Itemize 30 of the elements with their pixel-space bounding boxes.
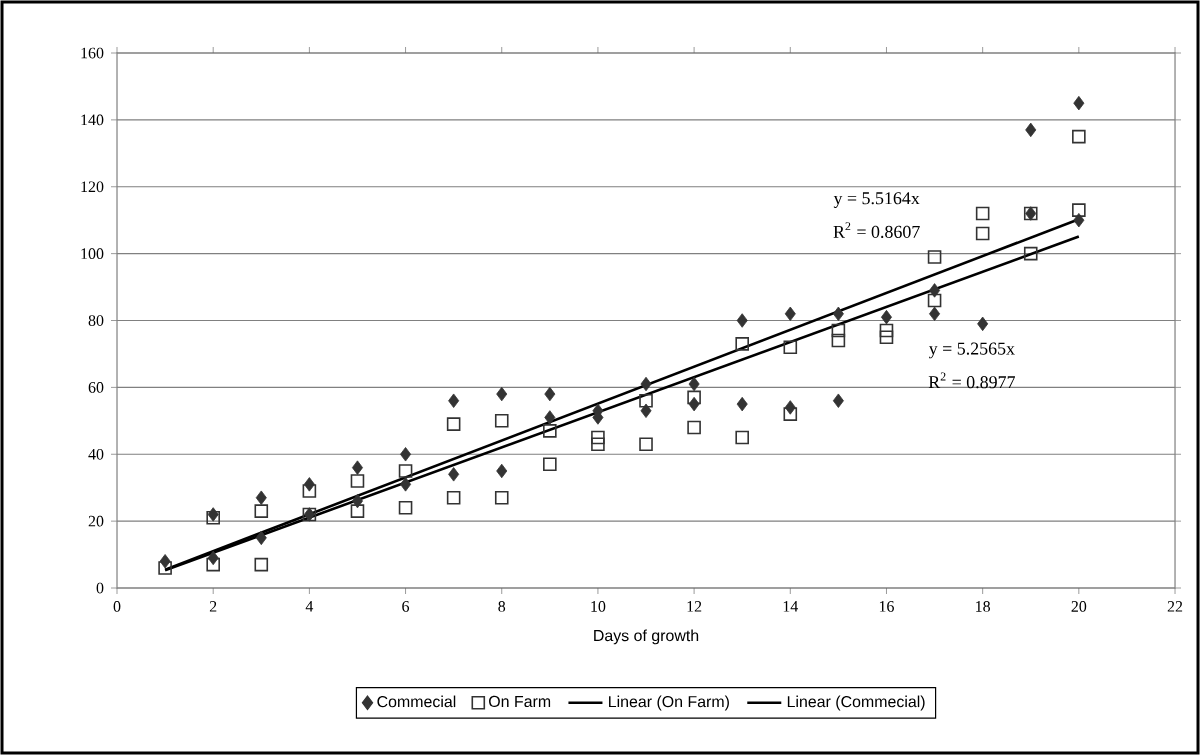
x-tick-label: 22 (1167, 601, 1183, 612)
y-tick-label: 80 (88, 315, 104, 326)
legend-label: On Farm (489, 695, 551, 708)
x-tick-label: 8 (498, 601, 506, 612)
annotation: R$^{2}$ = 0.8977 (928, 372, 1015, 389)
x-tick-label: 2 (209, 601, 217, 612)
annotation: y = 5.2565x (928, 342, 1015, 359)
x-tick-label: 16 (879, 601, 894, 612)
y-tick-label: 120 (81, 181, 104, 193)
y-tick-label: 160 (81, 47, 104, 59)
x-tick-label: 10 (591, 601, 606, 612)
x-tick-label: 0 (113, 601, 121, 612)
legend-label: Linear (Commecial) (787, 695, 925, 711)
legend-label: Linear (On Farm) (609, 695, 729, 711)
x-tick-label: 12 (687, 601, 702, 612)
y-tick-label: 60 (88, 382, 104, 393)
x-tick-label: 4 (305, 601, 314, 612)
x-tick-label: 20 (1071, 601, 1087, 612)
y-tick-label: 40 (88, 448, 104, 460)
x-axis-title: Days of growth (594, 629, 699, 645)
legend-label: Commecial (377, 695, 456, 708)
y-tick-label: 20 (88, 515, 104, 527)
y-tick-label: 0 (96, 582, 104, 594)
annotation: y = 5.5164x (833, 192, 920, 208)
y-tick-label: 140 (81, 114, 104, 126)
x-tick-label: 18 (976, 601, 991, 612)
x-tick-label: 14 (783, 601, 799, 612)
y-tick-label: 100 (81, 248, 104, 259)
x-tick-label: 6 (402, 601, 410, 612)
annotation: R$^{2}$ = 0.8607 (833, 222, 920, 238)
